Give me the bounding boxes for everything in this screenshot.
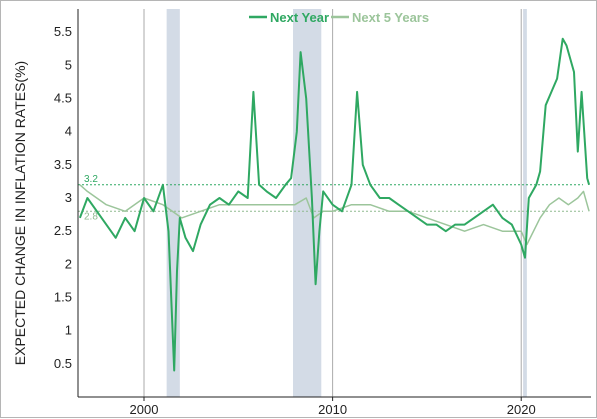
axes: [77, 9, 591, 398]
y-tick-4: 4: [65, 124, 72, 139]
recession-bands: [166, 9, 527, 397]
reference-label-0: 3.2: [84, 174, 98, 185]
series-line-next-year: [78, 37, 591, 372]
y-tick-2: 2: [65, 256, 72, 271]
y-tick-2.5: 2.5: [54, 223, 72, 238]
y-tick-1.5: 1.5: [54, 290, 72, 305]
reference-lines: 3.2 2.8: [78, 174, 583, 222]
legend: Next Year Next 5 Years: [249, 10, 429, 25]
legend-label-next-year: Next Year: [270, 10, 329, 25]
y-tick-labels: 0.5 1 1.5 2 2.5 3 3.5 4 4.5 5 5.5: [54, 24, 72, 371]
x-tick-2000: 2000: [130, 402, 159, 417]
y-tick-3: 3: [65, 190, 72, 205]
y-tick-1: 1: [65, 323, 72, 338]
x-tick-labels: 2000 2010 2020: [130, 397, 536, 417]
recession-band-2: [523, 9, 527, 397]
series-lines: [78, 37, 591, 372]
y-tick-5.5: 5.5: [54, 24, 72, 39]
y-tick-3.5: 3.5: [54, 157, 72, 172]
y-tick-0.5: 0.5: [54, 356, 72, 371]
y-tick-4.5: 4.5: [54, 91, 72, 106]
y-axis-label: EXPECTED CHANGE IN INFLATION RATES(%): [12, 61, 28, 365]
y-tick-5: 5: [65, 57, 72, 72]
x-tick-2010: 2010: [318, 402, 347, 417]
x-tick-2020: 2020: [507, 402, 536, 417]
reference-label-1: 2.8: [84, 211, 98, 222]
series-line-next-5-years: [79, 184, 590, 246]
legend-label-next-5-years: Next 5 Years: [352, 10, 429, 25]
